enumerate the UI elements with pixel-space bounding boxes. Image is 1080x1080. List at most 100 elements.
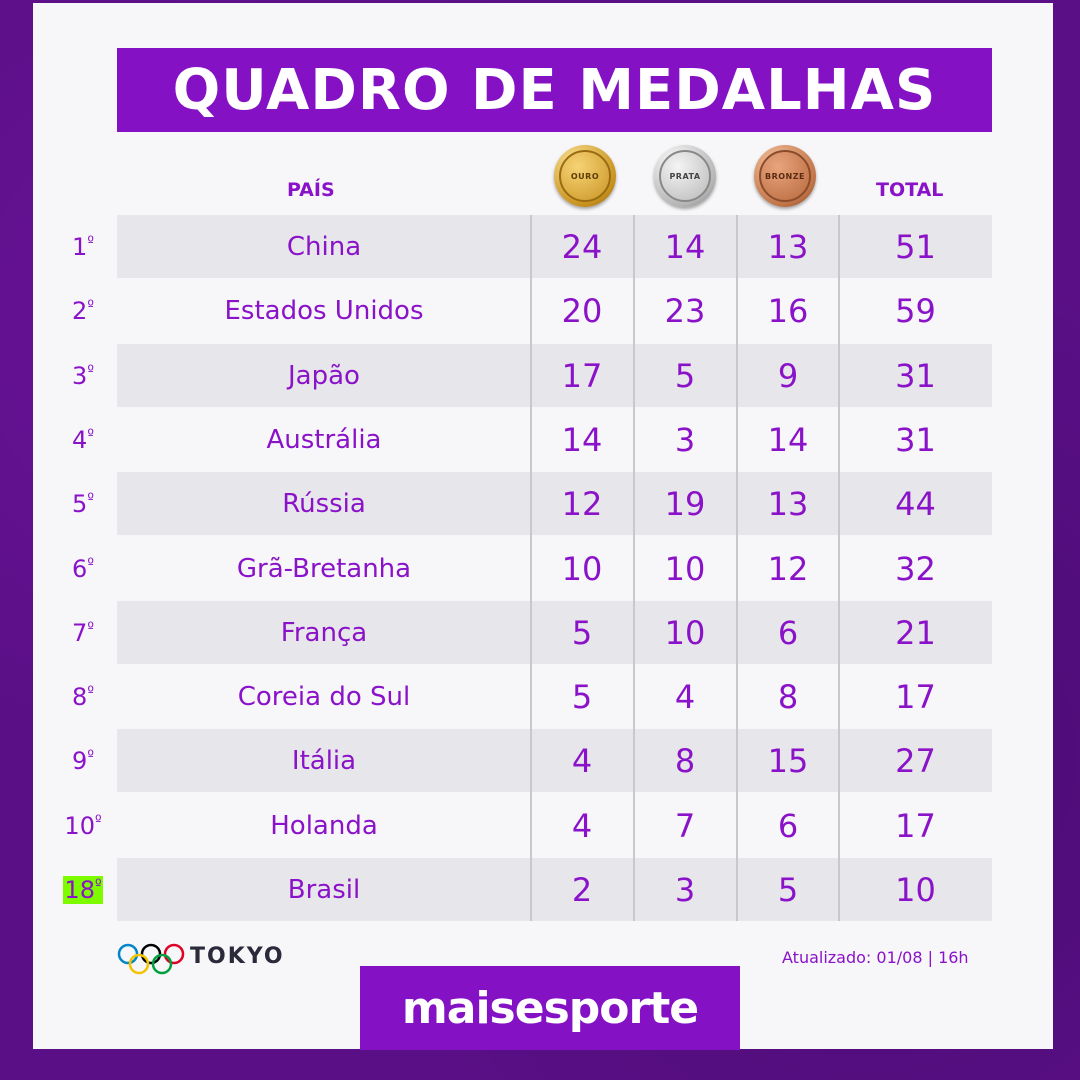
table-row: Brasil 2 3 5 10	[117, 858, 992, 921]
rank-number: 9	[72, 746, 88, 775]
bronze-count: 15	[767, 741, 809, 780]
country-cell: Itália	[291, 745, 357, 776]
rank-number: 18	[64, 875, 95, 904]
header-country: PAÍS	[287, 179, 335, 201]
bronze-count: 6	[777, 806, 799, 845]
total-count: 44	[895, 484, 936, 523]
table-row: Estados Unidos 20 23 16 59	[117, 279, 992, 342]
total-count: 27	[895, 741, 936, 780]
bronze-count: 16	[767, 291, 809, 330]
silver-count: 23	[664, 291, 706, 330]
bronze-medal-label: BRONZE	[759, 150, 811, 202]
rank-label: 9º	[72, 746, 94, 775]
silver-count: 3	[674, 870, 696, 909]
column-divider	[530, 215, 532, 921]
total-count: 21	[895, 613, 936, 652]
rank-label: 18º	[63, 875, 103, 904]
gold-count: 5	[571, 677, 593, 716]
total-count: 32	[895, 549, 936, 588]
rank-label: 1º	[72, 232, 94, 261]
page-title: QUADRO DE MEDALHAS	[117, 48, 992, 132]
bronze-count: 8	[777, 677, 799, 716]
rank-label: 4º	[72, 425, 94, 454]
total-count: 31	[895, 356, 936, 395]
country-cell: China	[286, 231, 362, 262]
total-count: 59	[895, 291, 936, 330]
table-row: Rússia 12 19 13 44	[117, 472, 992, 535]
gold-medal-icon: OURO	[554, 145, 616, 207]
silver-count: 7	[674, 806, 696, 845]
country-cell: Holanda	[270, 810, 378, 841]
bronze-count: 13	[767, 484, 809, 523]
rank-label: 6º	[72, 554, 94, 583]
olympic-rings-icon	[117, 943, 185, 975]
table-row: Japão 17 5 9 31	[117, 344, 992, 407]
total-count: 51	[895, 227, 936, 266]
table-row: França 5 10 6 21	[117, 601, 992, 664]
bronze-count: 6	[777, 613, 799, 652]
rank-label: 5º	[72, 489, 94, 518]
country-cell: Estados Unidos	[224, 295, 424, 326]
gold-count: 2	[571, 870, 593, 909]
gold-count: 17	[561, 356, 603, 395]
header-total: TOTAL	[876, 179, 944, 201]
rank-number: 5	[72, 489, 88, 518]
rank-label: 2º	[72, 296, 94, 325]
silver-medal-icon: PRATA	[654, 145, 716, 207]
country-cell: França	[280, 617, 368, 648]
updated-timestamp: Atualizado: 01/08 | 16h	[782, 948, 969, 967]
silver-count: 8	[674, 741, 696, 780]
gold-count: 14	[561, 420, 603, 459]
rank-number: 8	[72, 682, 88, 711]
silver-count: 10	[664, 549, 706, 588]
country-cell: Japão	[288, 360, 360, 391]
country-cell: Brasil	[287, 874, 361, 905]
rank-number: 4	[72, 425, 88, 454]
bronze-count: 12	[767, 549, 809, 588]
table-row: Austrália 14 3 14 31	[117, 408, 992, 471]
bronze-count: 14	[767, 420, 809, 459]
silver-count: 10	[664, 613, 706, 652]
bronze-medal-icon: BRONZE	[754, 145, 816, 207]
table-row: Coreia do Sul 5 4 8 17	[117, 665, 992, 728]
gold-count: 10	[561, 549, 603, 588]
gold-count: 4	[571, 806, 593, 845]
silver-count: 19	[664, 484, 706, 523]
country-cell: Austrália	[266, 424, 382, 455]
column-divider	[736, 215, 738, 921]
event-name: TOKYO	[190, 944, 285, 969]
brand-logo: maisesporte	[360, 966, 740, 1050]
silver-count: 14	[664, 227, 706, 266]
rank-label: 8º	[72, 682, 94, 711]
bronze-count: 9	[777, 356, 799, 395]
rank-number: 2	[72, 296, 88, 325]
column-divider	[633, 215, 635, 921]
rank-number: 6	[72, 554, 88, 583]
silver-count: 3	[674, 420, 696, 459]
rank-number: 3	[72, 361, 88, 390]
total-count: 10	[895, 870, 936, 909]
country-cell: Grã-Bretanha	[236, 553, 412, 584]
rank-label: 7º	[72, 618, 94, 647]
bronze-count: 13	[767, 227, 809, 266]
gold-count: 12	[561, 484, 603, 523]
bronze-count: 5	[777, 870, 799, 909]
table-row: Itália 4 8 15 27	[117, 729, 992, 792]
gold-count: 24	[561, 227, 603, 266]
table-row: China 24 14 13 51	[117, 215, 992, 278]
gold-count: 5	[571, 613, 593, 652]
column-divider	[838, 215, 840, 921]
silver-medal-label: PRATA	[659, 150, 711, 202]
gold-medal-label: OURO	[559, 150, 611, 202]
rank-label: 3º	[72, 361, 94, 390]
rank-number: 1	[72, 232, 88, 261]
silver-count: 4	[674, 677, 696, 716]
rank-label: 10º	[64, 811, 102, 840]
gold-count: 4	[571, 741, 593, 780]
rank-number: 7	[72, 618, 88, 647]
total-count: 17	[895, 677, 936, 716]
table-row: Grã-Bretanha 10 10 12 32	[117, 537, 992, 600]
silver-count: 5	[674, 356, 696, 395]
total-count: 17	[895, 806, 936, 845]
total-count: 31	[895, 420, 936, 459]
